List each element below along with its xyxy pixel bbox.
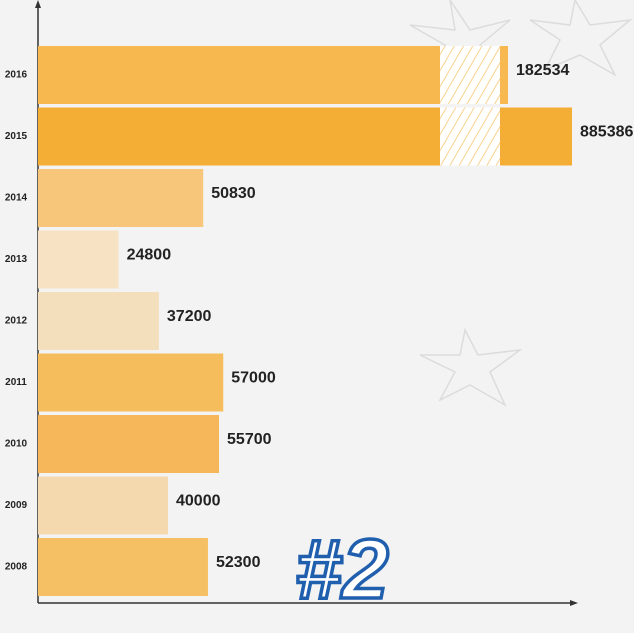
bar xyxy=(38,46,508,104)
y-tick-label: 2009 xyxy=(5,500,28,511)
bar xyxy=(38,169,204,227)
y-tick-label: 2013 xyxy=(5,254,28,265)
value-label: 57000 xyxy=(231,370,276,387)
axis-break xyxy=(440,107,500,166)
value-label: 885386 xyxy=(580,124,633,141)
y-tick-label: 2015 xyxy=(5,131,28,142)
axis-break xyxy=(440,46,500,104)
x-axis-arrow xyxy=(570,600,578,606)
y-tick-label: 2010 xyxy=(5,439,28,450)
value-label: 182534 xyxy=(516,62,569,79)
value-label: 40000 xyxy=(176,493,221,510)
bar xyxy=(38,476,168,535)
bar xyxy=(38,292,159,350)
annotation: #2 xyxy=(295,522,388,616)
y-tick-label: 2014 xyxy=(5,193,28,204)
value-label: 50830 xyxy=(211,185,256,202)
y-tick-label: 2008 xyxy=(5,562,28,573)
bars: 2016 182534 2015 885386 2014 50830 2013 24800 20… xyxy=(5,46,633,596)
y-axis-arrow xyxy=(35,0,41,8)
y-tick-label: 2011 xyxy=(5,377,27,388)
bar xyxy=(38,538,208,596)
value-label: 37200 xyxy=(167,308,212,325)
bar xyxy=(38,353,224,412)
bar xyxy=(38,415,220,473)
bar xyxy=(38,230,119,289)
value-label: 24800 xyxy=(127,247,172,264)
y-tick-label: 2016 xyxy=(5,70,28,81)
y-tick-label: 2012 xyxy=(5,316,28,327)
value-label: 52300 xyxy=(216,554,261,571)
value-label: 55700 xyxy=(227,431,272,448)
